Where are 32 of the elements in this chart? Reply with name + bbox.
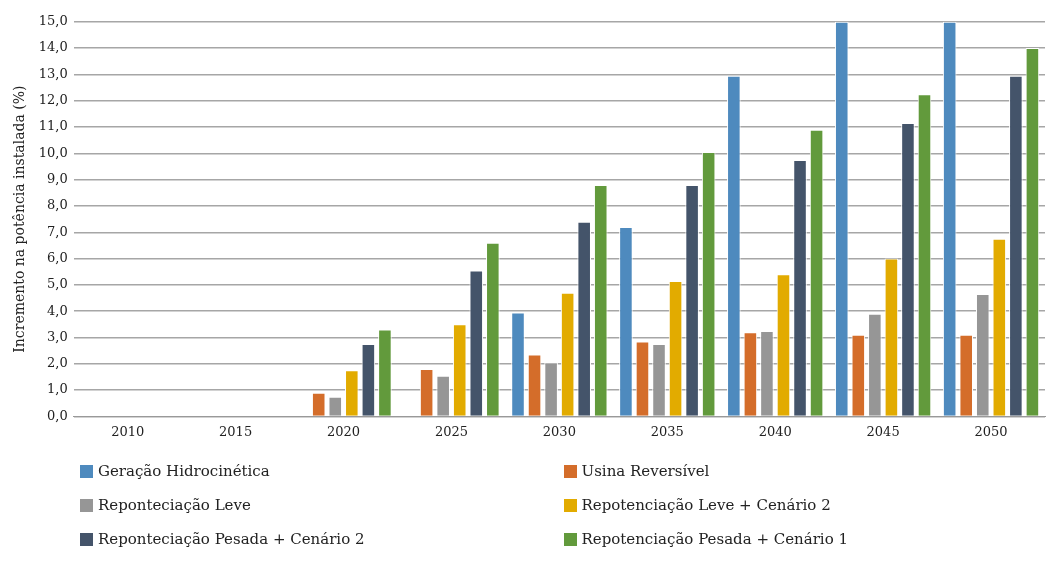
y-tick-label: 7,0 <box>47 223 68 239</box>
x-tick-label: 2015 <box>219 423 253 439</box>
legend-label: Repotenciação Pesada + Cenário 1 <box>581 530 849 548</box>
y-tick-label: 8,0 <box>47 197 68 213</box>
legend-label: Reponteciação Pesada + Cenário 2 <box>98 530 365 548</box>
y-tick-label: 4,0 <box>47 302 68 318</box>
y-tick-label: 10,0 <box>38 144 68 160</box>
y-tick-label: 6,0 <box>47 249 68 265</box>
x-tick-label: 2035 <box>650 423 684 439</box>
legend-label: Reponteciação Leve <box>98 496 251 514</box>
y-tick-label: 12,0 <box>38 92 68 108</box>
y-tick-label: 2,0 <box>47 355 68 371</box>
x-tick-label: 2050 <box>974 423 1008 439</box>
x-tick-label: 2045 <box>866 423 900 439</box>
y-tick-label: 11,0 <box>38 118 68 134</box>
y-tick-label: 15,0 <box>38 13 68 29</box>
y-tick-label: 1,0 <box>47 381 68 397</box>
y-axis-title: Incremento na potência instalada (%) <box>11 85 28 353</box>
x-tick-label: 2025 <box>434 423 468 439</box>
y-tick-label: 3,0 <box>47 328 68 344</box>
x-tick-label: 2020 <box>326 423 361 439</box>
x-tick-label: 2030 <box>542 423 576 439</box>
y-tick-label: 13,0 <box>38 65 68 81</box>
y-tick-label: 9,0 <box>47 171 68 187</box>
y-tick-label: 0,0 <box>47 407 68 423</box>
y-tick-label: 5,0 <box>47 276 68 292</box>
y-tick-label: 14,0 <box>38 39 68 55</box>
legend-label: Geração Hidrocinética <box>98 462 270 480</box>
x-tick-label: 2010 <box>111 423 145 439</box>
legend-label: Usina Reversível <box>581 462 710 480</box>
x-tick-label: 2040 <box>758 423 792 439</box>
legend-label: Repotenciação Leve + Cenário 2 <box>581 496 831 514</box>
